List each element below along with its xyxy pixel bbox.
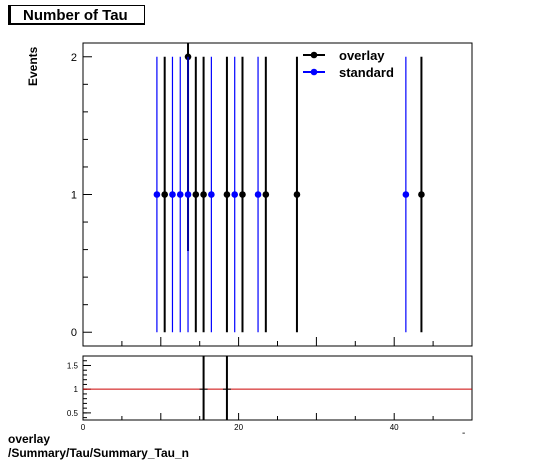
y-tick-label: 1: [71, 190, 77, 202]
ratio-x-tick-label: 20: [234, 423, 243, 432]
ratio-y-tick-label: 1.5: [67, 361, 79, 370]
standard-point: [184, 191, 192, 198]
overlay-point: [192, 191, 200, 198]
main-plot-frame: [82, 42, 473, 347]
overlay-point: [161, 191, 168, 198]
legend-label: overlay: [339, 48, 385, 63]
ratio-y-tick-label: 0.5: [67, 409, 79, 418]
overlay-point: [293, 191, 301, 198]
chart-title: Number of Tau: [23, 7, 128, 24]
main-plot-marks: [153, 43, 425, 333]
legend-swatch-marker: [310, 68, 318, 76]
standard-point: [176, 191, 184, 198]
standard-point: [208, 191, 215, 198]
ratio-y-tick-label: 1: [74, 385, 79, 394]
overlay-point: [262, 191, 270, 198]
legend-swatch-marker: [310, 51, 318, 59]
overlay-point: [239, 191, 246, 198]
y-tick-label: 2: [71, 52, 77, 64]
overlay-point: [223, 191, 231, 198]
overlay-point: [418, 191, 425, 198]
standard-point: [402, 191, 410, 198]
standard-point: [153, 191, 161, 198]
footer-sample-label: overlay: [8, 432, 51, 446]
x-axis-corner-mark: -: [462, 428, 465, 439]
standard-point: [231, 191, 239, 198]
ratio-plot-marks: [83, 356, 472, 420]
standard-point: [254, 191, 262, 198]
ratio-plot-frame: [82, 355, 473, 421]
ratio-x-tick-label: 40: [390, 423, 399, 432]
overlay-point: [200, 191, 207, 198]
chart-title-box: Number of Tau: [8, 5, 145, 25]
legend-label: standard: [339, 65, 394, 80]
standard-point: [169, 191, 176, 198]
ratio-x-tick-label: 0: [81, 423, 86, 432]
y-tick-label: 0: [71, 327, 77, 339]
main-axis-ticks: 0 1 2: [71, 52, 473, 346]
legend: overlay standard: [303, 48, 394, 80]
footer-histogram-path: /Summary/Tau/Summary_Tau_n: [8, 446, 189, 460]
